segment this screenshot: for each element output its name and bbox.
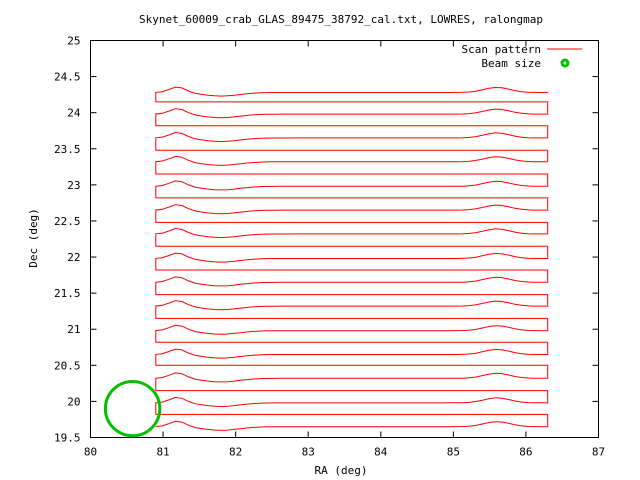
y-tick-label: 20 — [67, 395, 80, 408]
scan-path — [155, 86, 549, 431]
y-tick-label: 21 — [67, 323, 80, 336]
y-tick-label: 24 — [67, 107, 81, 120]
x-tick-label: 80 — [84, 446, 97, 459]
y-axis: 19.5 20 20.5 21 21.5 22 22.5 23 23.5 24 24.5 25 — [54, 35, 599, 445]
y-tick-label: 25 — [67, 35, 80, 48]
x-tick-label: 86 — [519, 446, 532, 459]
y-tick-label: 23 — [67, 179, 80, 192]
y-tick-label: 24.5 — [54, 71, 81, 84]
legend-label-scan: Scan pattern — [462, 43, 541, 56]
y-axis-label: Dec (deg) — [27, 208, 40, 268]
x-tick-label: 85 — [447, 446, 460, 459]
chart-title: Skynet_60009_crab_GLAS_89475_38792_cal.t… — [139, 13, 543, 26]
x-tick-label: 82 — [229, 446, 242, 459]
y-tick-label: 21.5 — [54, 287, 81, 300]
y-tick-label: 20.5 — [54, 359, 81, 372]
y-tick-label: 19.5 — [54, 432, 81, 445]
y-tick-label: 22.5 — [54, 215, 81, 228]
legend-swatch-beam — [560, 58, 570, 68]
x-axis: 80 81 82 83 84 85 86 87 — [84, 40, 605, 459]
x-tick-label: 87 — [592, 446, 605, 459]
scan-pattern — [155, 86, 549, 431]
x-tick-label: 81 — [156, 446, 169, 459]
beam-circle — [103, 380, 162, 438]
legend-label-beam: Beam size — [481, 57, 541, 70]
x-tick-label: 84 — [374, 446, 388, 459]
legend: Scan pattern Beam size — [462, 43, 582, 70]
x-axis-label: RA (deg) — [315, 464, 368, 477]
beam-size-circle — [103, 380, 162, 438]
y-tick-label: 22 — [67, 251, 80, 264]
y-tick-label: 23.5 — [54, 143, 81, 156]
plot-frame — [90, 40, 599, 438]
x-tick-label: 83 — [302, 446, 315, 459]
